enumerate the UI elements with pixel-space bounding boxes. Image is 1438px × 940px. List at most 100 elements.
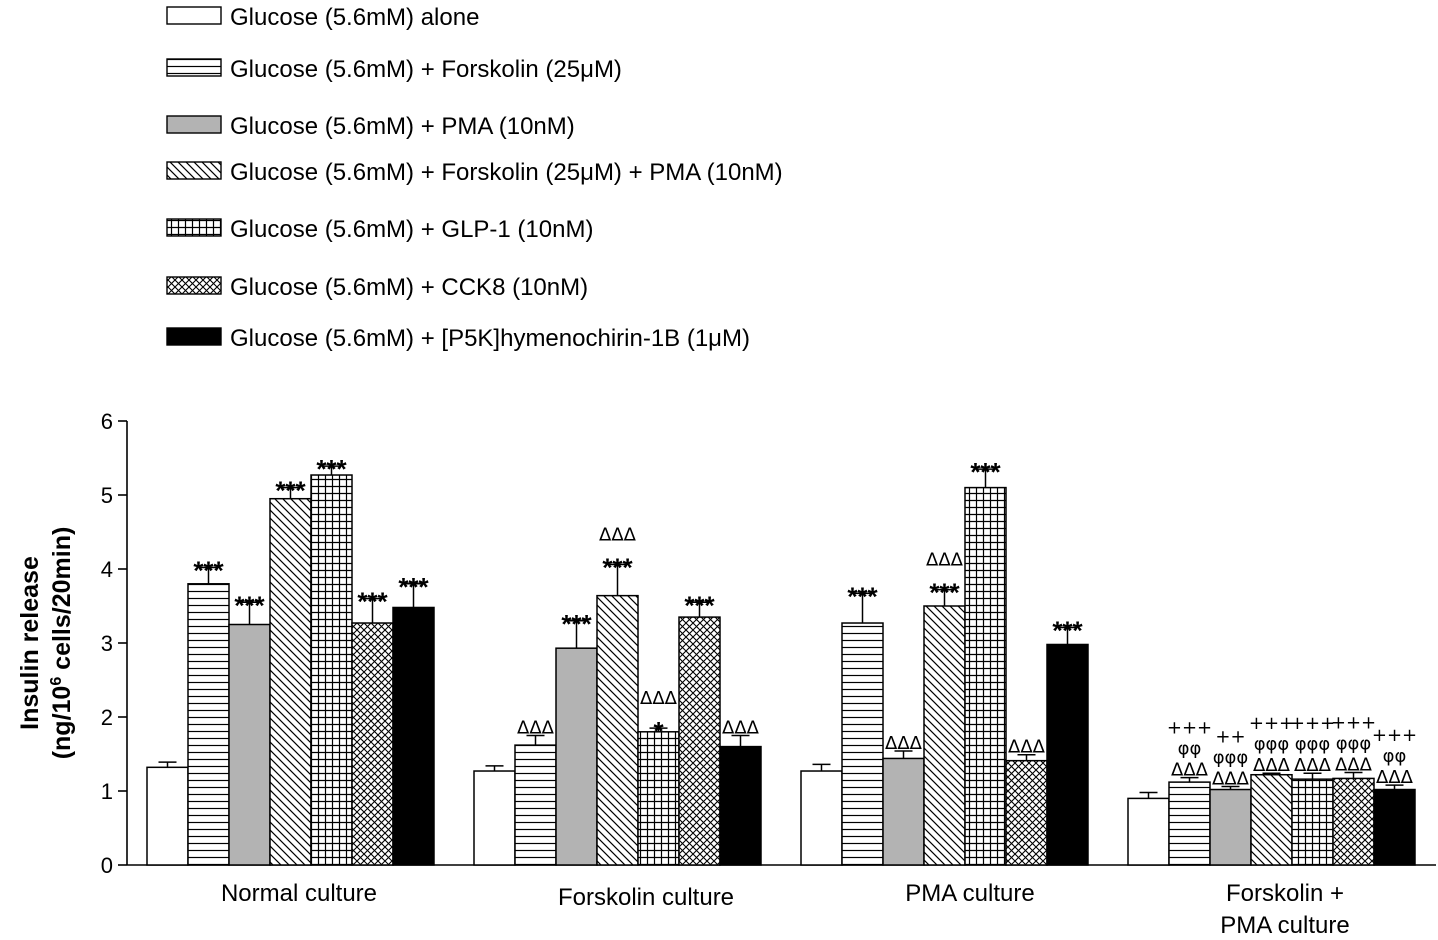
significance-mark: +++ (1290, 713, 1335, 734)
legend-item: Glucose (5.6mM) + [P5K]hymenochirin-1B (… (166, 325, 750, 352)
y-axis-title-units: (ng/106 cells/20min) (48, 527, 76, 760)
x-category: PMA culture (905, 880, 1034, 907)
legend-label: Glucose (5.6mM) + Forskolin (25μM) + PMA… (230, 159, 783, 186)
significance-mark: *** (357, 587, 388, 617)
legend-swatch (166, 218, 222, 237)
legend-label: Glucose (5.6mM) + GLP-1 (10nM) (230, 216, 593, 243)
bar (392, 606, 435, 866)
significance-mark: φφφ (1254, 734, 1290, 755)
x-category-label: Normal culture (221, 880, 377, 907)
x-category-label: Forskolin + (1226, 880, 1344, 907)
bar (678, 616, 721, 866)
legend-label: Glucose (5.6mM) alone (230, 4, 479, 31)
significance-mark: +++ (1249, 713, 1294, 734)
bars (146, 465, 1416, 866)
legend-swatch (166, 327, 222, 346)
bar-group (310, 465, 353, 866)
bar-group (228, 601, 271, 866)
x-category-label: Forskolin culture (558, 884, 734, 911)
bar-group (269, 486, 312, 866)
significance-mark: *** (275, 476, 306, 506)
bar-group (514, 734, 557, 866)
bar-group (596, 563, 639, 866)
bar-group (1046, 626, 1089, 866)
significance-mark: *** (234, 590, 265, 620)
significance-mark: ΔΔΔ (1335, 755, 1373, 776)
bar (800, 770, 843, 866)
significance-mark: ΔΔΔ (722, 718, 760, 739)
significance-mark: φφ (1383, 746, 1407, 767)
y-tick-label: 6 (101, 409, 113, 434)
bar (473, 770, 516, 866)
bar (923, 605, 966, 866)
significance-mark: ++ (1215, 727, 1245, 748)
legend-label: Glucose (5.6mM) + CCK8 (10nM) (230, 274, 588, 301)
y-tick-label: 4 (101, 557, 113, 582)
legend-swatch (166, 115, 222, 134)
x-category-label-line2: PMA culture (1220, 912, 1349, 939)
bar-group (964, 468, 1007, 866)
bar (228, 623, 271, 866)
bar-group (146, 761, 189, 866)
legend-item: Glucose (5.6mM) + Forskolin (25μM) (166, 56, 622, 83)
significance-mark: ΔΔΔ (640, 688, 678, 709)
significance-mark: *** (684, 590, 715, 620)
significance-mark: ΔΔΔ (1294, 755, 1332, 776)
significance-mark: ΔΔΔ (599, 525, 637, 546)
bar (596, 594, 639, 866)
bar (514, 744, 557, 866)
y-tick-label: 2 (101, 705, 113, 730)
significance-mark: φφφ (1213, 748, 1249, 769)
bar-group (678, 601, 721, 866)
significance-mark: *** (561, 609, 592, 639)
significance-mark: *** (929, 578, 960, 608)
legend-swatch (166, 161, 222, 180)
bar-group (187, 566, 230, 866)
significance-mark: +++ (1331, 713, 1376, 734)
legend-swatch (166, 6, 222, 25)
legend: Glucose (5.6mM) alone Glucose (5.6mM) + F… (166, 4, 783, 352)
significance-mark: *** (398, 572, 429, 602)
significance-mark: ΔΔΔ (1008, 737, 1046, 758)
bar (1332, 777, 1375, 866)
bar (1250, 773, 1293, 866)
legend-item: Glucose (5.6mM) + PMA (10nM) (166, 113, 575, 140)
x-category: Forskolin + PMA culture (1220, 880, 1349, 939)
significance-mark: *** (316, 454, 347, 484)
significance-mark: *** (847, 581, 878, 611)
y-tick-label: 0 (101, 853, 113, 878)
significance-mark: *** (1052, 615, 1083, 645)
bar (146, 766, 189, 866)
bar-group (882, 750, 925, 866)
legend-label: Glucose (5.6mM) + PMA (10nM) (230, 113, 575, 140)
bar (1168, 781, 1211, 866)
bar (351, 622, 394, 866)
significance-mark: φφφ (1295, 734, 1331, 755)
bar-group (351, 597, 394, 866)
significance-mark: ΔΔΔ (885, 733, 923, 754)
y-axis-units-suffix: cells/20min) (48, 527, 76, 677)
significance-mark: ΔΔΔ (926, 550, 964, 571)
bar-group (555, 620, 598, 866)
significance-mark: *** (602, 553, 633, 583)
x-category: Forskolin culture (558, 884, 734, 911)
bar (841, 622, 884, 866)
bar (1005, 759, 1048, 866)
bar-group (923, 588, 966, 866)
bar (269, 497, 312, 866)
y-axis-label: Insulin release (ng/106 cells/20min) (16, 527, 76, 760)
legend-swatch (166, 276, 222, 295)
significance-marks: ***ΔΔΔ***ΔΔΔφφ+++******ΔΔΔΔΔΔφφφ++******… (193, 454, 1417, 789)
bar (1291, 778, 1334, 866)
significance-mark: ΔΔΔ (1376, 767, 1414, 788)
legend-label: Glucose (5.6mM) + [P5K]hymenochirin-1B (… (230, 325, 750, 352)
bar-group (473, 765, 516, 866)
significance-mark: φφφ (1336, 734, 1372, 755)
bar-group (1005, 753, 1048, 866)
bar-group (1209, 785, 1252, 866)
legend-item: Glucose (5.6mM) alone (166, 4, 479, 31)
bar (719, 745, 762, 866)
y-axis-units-superscript: 6 (48, 677, 65, 686)
legend-label: Glucose (5.6mM) + Forskolin (25μM) (230, 56, 622, 83)
